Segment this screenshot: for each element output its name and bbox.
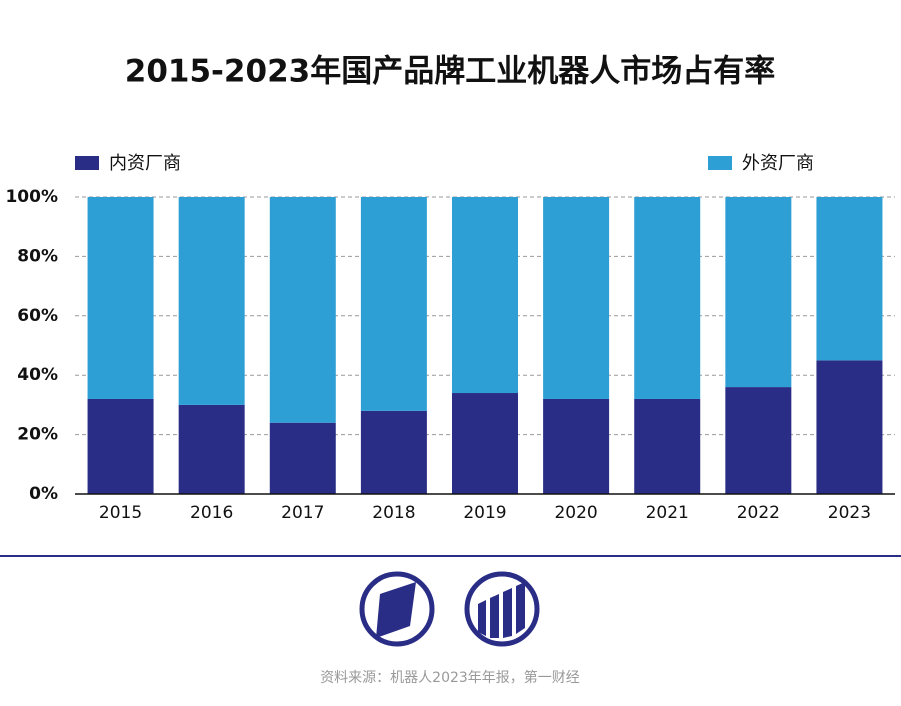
x-tick-label: 2018 (372, 503, 415, 523)
x-tick-label: 2022 (737, 503, 780, 523)
bar-segment (543, 197, 610, 399)
bar-segment (87, 398, 154, 494)
x-tick-label: 2016 (190, 503, 233, 523)
x-tick-label: 2023 (828, 503, 871, 523)
bar-segment (360, 197, 427, 411)
x-tick-label: 2017 (281, 503, 324, 523)
y-tick-label: 60% (17, 306, 58, 326)
legend-swatch (708, 156, 732, 170)
bar-segment (178, 197, 245, 405)
logo (359, 571, 540, 647)
bar-segment (543, 398, 610, 494)
bar-segment (634, 197, 701, 399)
bar-segment (452, 197, 518, 394)
bar-segment (360, 410, 427, 494)
x-tick-label: 2019 (463, 503, 506, 523)
y-tick-label: 80% (17, 246, 58, 266)
legend-label: 外资厂商 (742, 153, 814, 174)
y-tick-label: 100% (5, 187, 58, 207)
bar-segment (178, 404, 245, 494)
chart-title: 2015-2023年国产品牌工业机器人市场占有率 (125, 54, 775, 90)
legend-label: 内资厂商 (109, 153, 181, 174)
y-tick-label: 40% (17, 365, 58, 385)
source-note: 资料来源：机器人2023年年报，第一财经 (320, 669, 580, 686)
x-tick-label: 2015 (99, 503, 142, 523)
bar-segment (452, 393, 518, 494)
bar-segment (725, 387, 792, 494)
bar-segment (725, 197, 792, 388)
bar-segment (816, 197, 883, 361)
bar-segment (269, 197, 336, 423)
x-tick-label: 2020 (554, 503, 597, 523)
bar-segment (269, 422, 336, 494)
bar-segment (87, 197, 154, 399)
bar-segment (816, 360, 883, 494)
y-tick-label: 20% (17, 425, 58, 445)
y-tick-label: 0% (29, 484, 58, 504)
legend-swatch (75, 156, 99, 170)
x-tick-label: 2021 (646, 503, 689, 523)
bar-segment (634, 398, 701, 494)
